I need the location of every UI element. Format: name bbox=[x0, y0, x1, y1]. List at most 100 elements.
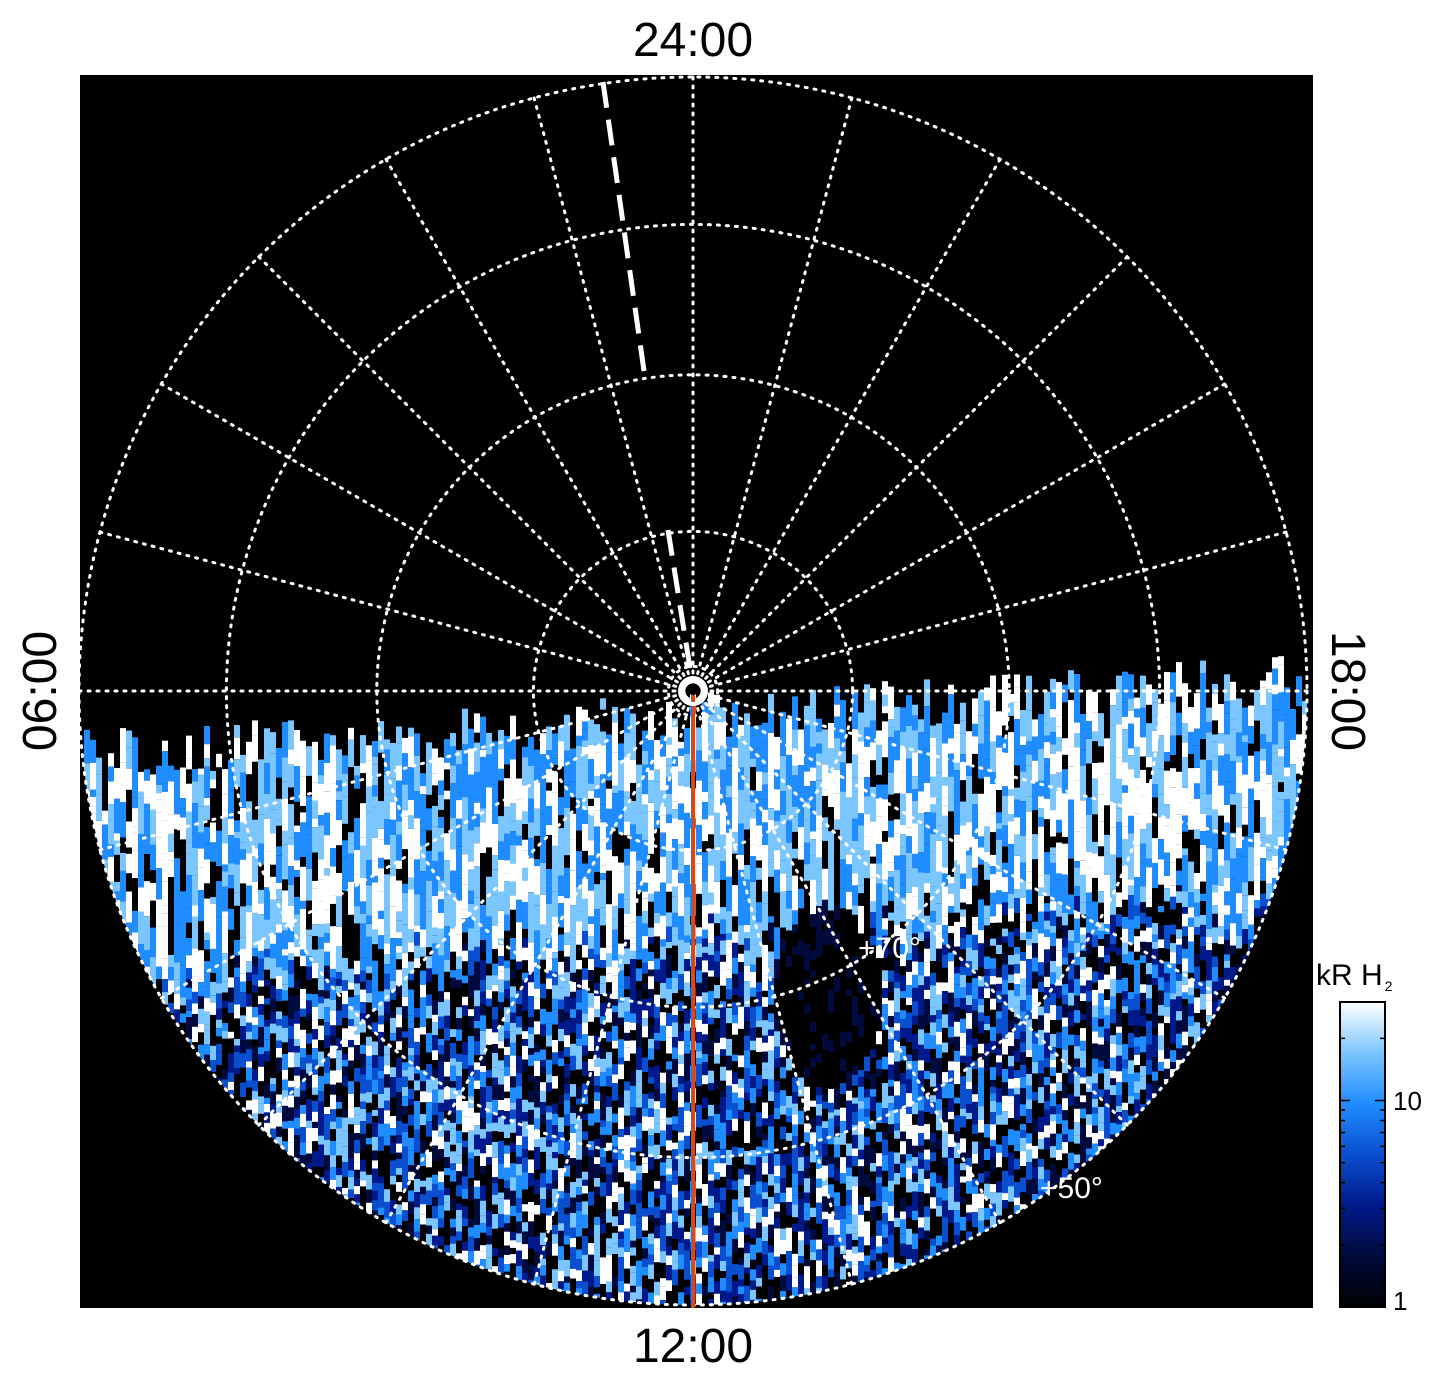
emission-cell bbox=[504, 1076, 510, 1092]
emission-cell bbox=[444, 1015, 450, 1028]
emission-cell bbox=[912, 1001, 918, 1016]
emission-cell bbox=[606, 1121, 612, 1135]
emission-cell bbox=[390, 906, 396, 939]
emission-cell bbox=[510, 1190, 516, 1200]
emission-cell bbox=[660, 1162, 666, 1176]
emission-cell bbox=[534, 955, 540, 966]
emission-cell bbox=[372, 929, 378, 945]
emission-cell bbox=[846, 1182, 852, 1190]
emission-cell bbox=[258, 970, 264, 981]
emission-cell bbox=[822, 817, 828, 829]
emission-cell bbox=[654, 1206, 660, 1219]
emission-cell bbox=[720, 1066, 726, 1081]
emission-cell bbox=[828, 1235, 834, 1246]
emission-cell bbox=[426, 1151, 432, 1168]
emission-cell bbox=[648, 1005, 654, 1018]
emission-cell bbox=[768, 1141, 774, 1154]
emission-cell bbox=[936, 1044, 942, 1059]
emission-cell bbox=[798, 846, 804, 860]
emission-cell bbox=[918, 1217, 924, 1228]
emission-cell bbox=[804, 1266, 810, 1282]
emission-cell bbox=[546, 1169, 552, 1184]
emission-cell bbox=[714, 1187, 720, 1203]
emission-cell bbox=[636, 1173, 642, 1181]
emission-cell bbox=[348, 1148, 354, 1159]
emission-cell bbox=[900, 732, 906, 749]
emission-cell bbox=[906, 1114, 912, 1126]
emission-cell bbox=[468, 917, 474, 929]
emission-cell bbox=[576, 911, 582, 922]
emission-cell bbox=[204, 758, 210, 767]
emission-cell bbox=[546, 1011, 552, 1024]
emission-cell bbox=[930, 1015, 936, 1023]
emission-cell bbox=[360, 981, 366, 990]
emission-cell bbox=[636, 1122, 642, 1134]
emission-cell bbox=[96, 794, 102, 821]
emission-cell bbox=[768, 1050, 774, 1065]
emission-cell bbox=[300, 1155, 306, 1167]
emission-cell bbox=[828, 723, 834, 749]
emission-cell bbox=[210, 1052, 216, 1061]
emission-cell bbox=[756, 1020, 762, 1028]
emission-cell bbox=[456, 900, 462, 935]
emission-cell bbox=[606, 1281, 612, 1293]
emission-cell bbox=[744, 938, 750, 951]
emission-cell bbox=[408, 877, 414, 890]
emission-cell bbox=[858, 854, 864, 886]
emission-cell bbox=[744, 1242, 750, 1254]
emission-cell bbox=[492, 1122, 498, 1132]
emission-cell bbox=[852, 692, 858, 703]
emission-cell bbox=[888, 862, 894, 872]
emission-cell bbox=[648, 1145, 654, 1158]
emission-cell bbox=[696, 996, 702, 1003]
emission-cell bbox=[834, 763, 840, 770]
emission-cell bbox=[762, 1062, 768, 1070]
emission-cell bbox=[252, 1091, 258, 1100]
emission-cell bbox=[414, 791, 420, 819]
emission-cell bbox=[450, 1243, 456, 1258]
emission-cell bbox=[438, 1171, 444, 1183]
emission-cell bbox=[642, 1237, 648, 1249]
emission-cell bbox=[618, 1280, 624, 1293]
emission-cell bbox=[618, 893, 624, 909]
emission-cell bbox=[270, 943, 276, 959]
emission-cell bbox=[300, 1113, 306, 1127]
emission-cell bbox=[300, 1036, 306, 1049]
emission-cell bbox=[882, 1186, 888, 1202]
emission-cell bbox=[672, 766, 678, 802]
emission-cell bbox=[192, 948, 198, 977]
emission-cell bbox=[750, 1215, 756, 1229]
emission-cell bbox=[750, 964, 756, 972]
emission-cell bbox=[546, 1190, 552, 1199]
emission-cell bbox=[234, 990, 240, 1005]
emission-cell bbox=[918, 852, 924, 873]
emission-cell bbox=[210, 1002, 216, 1015]
emission-cell bbox=[294, 832, 300, 861]
emission-cell bbox=[738, 823, 744, 855]
emission-cell bbox=[840, 700, 846, 732]
emission-cell bbox=[360, 1159, 366, 1172]
emission-cell bbox=[696, 1143, 702, 1153]
emission-cell bbox=[792, 765, 798, 776]
emission-cell bbox=[582, 1131, 588, 1140]
emission-cell bbox=[744, 932, 750, 939]
emission-cell bbox=[624, 848, 630, 858]
emission-cell bbox=[828, 1112, 834, 1119]
emission-cell bbox=[924, 706, 930, 733]
emission-cell bbox=[906, 1106, 912, 1114]
emission-cell bbox=[648, 780, 654, 803]
emission-cell bbox=[276, 1019, 282, 1026]
emission-cell bbox=[534, 1161, 540, 1170]
emission-cell bbox=[516, 819, 522, 836]
emission-cell bbox=[750, 1076, 756, 1089]
emission-cell bbox=[654, 1144, 660, 1160]
emission-cell bbox=[582, 1236, 588, 1248]
emission-cell bbox=[522, 1244, 528, 1260]
emission-cell bbox=[324, 1170, 330, 1186]
emission-cell bbox=[624, 1260, 630, 1269]
emission-cell bbox=[804, 956, 810, 971]
emission-cell bbox=[120, 853, 126, 871]
emission-cell bbox=[246, 853, 252, 886]
emission-cell bbox=[336, 1000, 342, 1011]
emission-cell bbox=[882, 988, 888, 998]
